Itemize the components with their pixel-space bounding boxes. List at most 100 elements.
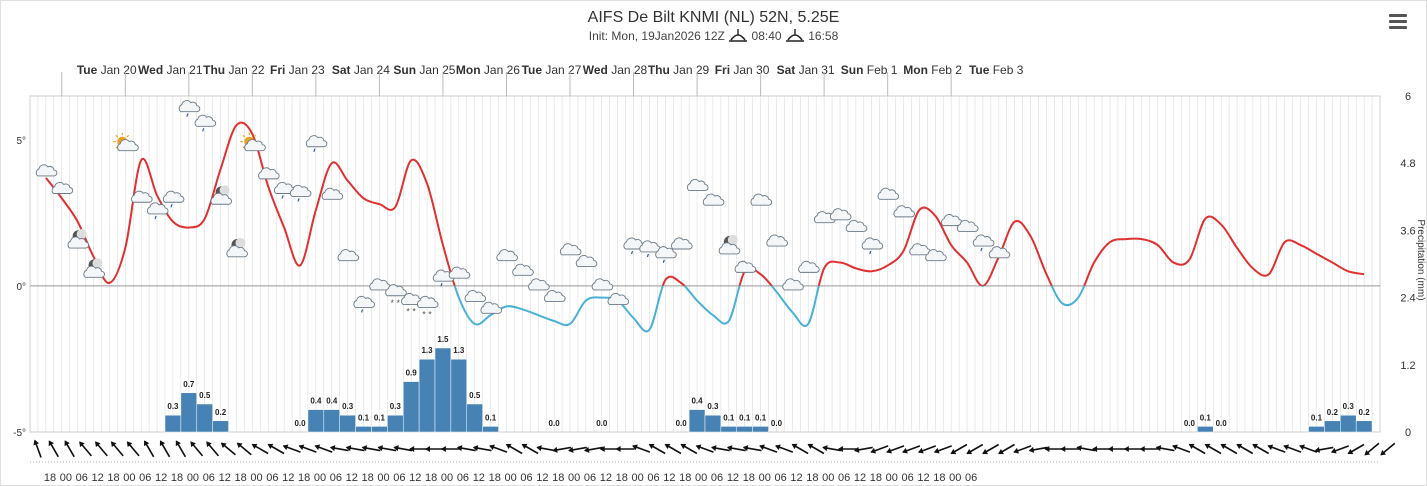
precip-bar	[466, 403, 483, 433]
precip-value-label: 1.3	[453, 346, 465, 355]
wind-arrow-icon	[1267, 444, 1286, 453]
precip-tick-label: 3.6	[1400, 225, 1415, 237]
hour-tick-label: 06	[203, 472, 215, 484]
hour-tick-label: 18	[743, 472, 755, 484]
cloud-rain-icon	[178, 100, 201, 117]
svg-text:* *: * *	[422, 309, 432, 319]
wind-arrow-icon	[48, 440, 60, 458]
precip-value-label: 0.0	[294, 419, 306, 428]
wind-arrow-icon	[220, 442, 236, 456]
hour-tick-label: 00	[949, 472, 961, 484]
wind-arrow-icon	[886, 445, 905, 454]
precip-value-label: 0.0	[1216, 419, 1228, 428]
cloud-icon	[845, 219, 868, 232]
wind-arrow-icon	[456, 445, 476, 452]
precip-value-label: 0.1	[1311, 413, 1323, 422]
cloud-icon	[671, 237, 693, 250]
precip-value-label: 0.3	[342, 402, 354, 411]
precip-tick-label: 4.8	[1400, 158, 1415, 170]
hour-tick-label: 12	[282, 472, 294, 484]
cloud-icon	[464, 290, 487, 303]
day-label: Sun Jan 25	[393, 63, 455, 77]
hour-tick-label: 00	[504, 472, 516, 484]
wind-arrow-icon	[1188, 443, 1206, 455]
day-label: Thu Jan 29	[648, 63, 710, 77]
wind-arrow-icon	[1380, 442, 1396, 456]
wind-arrow-icon	[583, 446, 603, 453]
wind-arrow-icon	[1028, 446, 1048, 453]
precip-bar	[688, 409, 706, 433]
cloud-rain-icon	[861, 237, 884, 255]
day-label: Fri Jan 30	[715, 63, 770, 77]
wind-arrow-icon	[1204, 443, 1222, 455]
precip-tick-label: 6	[1405, 91, 1411, 103]
precip-bar	[1340, 414, 1357, 433]
cloud-icon	[782, 278, 804, 291]
hour-tick-label: 00	[314, 472, 326, 484]
wind-arrow-icon	[95, 441, 108, 457]
hour-tick-label: 18	[44, 472, 56, 484]
hour-tick-label: 18	[234, 472, 246, 484]
hour-tick-label: 06	[266, 472, 278, 484]
day-label: Sat Jan 31	[777, 63, 835, 77]
hour-tick-label: 00	[568, 472, 580, 484]
day-label: Sun Feb 1	[841, 63, 898, 77]
precip-bar	[482, 426, 499, 433]
precip-value-label: 0.3	[707, 402, 719, 411]
chart-subtitle: Init: Mon, 19Jan2026 12Z 08:40 16:58	[0, 27, 1427, 43]
wind-arrow-icon	[680, 443, 698, 455]
hour-tick-label: 06	[965, 472, 977, 484]
wind-arrow-icon	[742, 445, 762, 452]
day-label: Fri Jan 23	[270, 63, 325, 77]
precip-bar	[164, 414, 182, 433]
wind-arrow-icon	[759, 444, 778, 453]
hour-tick-label: 12	[219, 472, 231, 484]
hour-tick-label: 06	[457, 472, 469, 484]
wind-arrow-icon	[615, 446, 635, 452]
wind-arrow-icon	[536, 445, 556, 452]
hour-tick-label: 00	[377, 472, 389, 484]
wind-arrow-icon	[1283, 444, 1302, 453]
precip-value-label: 0.5	[469, 391, 481, 400]
wind-arrow-icon	[807, 443, 825, 455]
precip-value-label: 0.1	[755, 413, 767, 422]
wind-arrow-icon	[711, 445, 730, 452]
wind-arrow-icon	[33, 439, 42, 458]
wind-arrow-icon	[521, 443, 539, 455]
day-label: Sat Jan 24	[332, 63, 390, 77]
precip-value-label: 0.1	[485, 413, 497, 422]
cloud-icon	[766, 234, 788, 247]
cloud-snow-icon: * *	[417, 295, 439, 319]
precip-value-label: 0.1	[739, 413, 751, 422]
hamburger-menu-icon[interactable]	[1388, 13, 1408, 29]
precip-bar	[752, 426, 769, 433]
cloud-icon	[321, 187, 344, 200]
wind-arrow-icon	[190, 441, 204, 457]
hour-tick-label: 18	[489, 472, 501, 484]
sunrise-time: 08:40	[751, 29, 782, 43]
temperature-line-cold	[453, 285, 1086, 333]
hour-tick-label: 12	[409, 472, 421, 484]
wind-arrow-icon	[393, 445, 413, 452]
wind-arrow-icon	[505, 443, 523, 455]
cloud-icon	[591, 278, 614, 291]
wind-arrow-icon	[870, 445, 889, 454]
cloud-icon	[480, 301, 502, 314]
wind-arrow-icon	[143, 440, 155, 458]
precip-axis-label: Precipitation (mm)	[1415, 219, 1426, 300]
precip-value-label: 0.0	[1184, 419, 1196, 428]
precip-value-label: 1.3	[421, 346, 433, 355]
wind-arrow-icon	[822, 445, 842, 452]
wind-arrow-icon	[440, 446, 460, 452]
wind-arrow-icon	[298, 444, 317, 453]
cloud-rain-icon	[305, 135, 328, 152]
cloud-icon	[496, 249, 518, 262]
wind-arrow-icon	[361, 445, 381, 452]
precip-value-label: 0.1	[358, 413, 370, 422]
precip-bar	[450, 358, 468, 433]
wind-arrow-icon	[236, 442, 252, 456]
hour-tick-label: 18	[679, 472, 691, 484]
wind-arrow-icon	[1347, 443, 1365, 455]
hour-tick-label: 12	[600, 472, 612, 484]
hour-tick-label: 18	[933, 472, 945, 484]
